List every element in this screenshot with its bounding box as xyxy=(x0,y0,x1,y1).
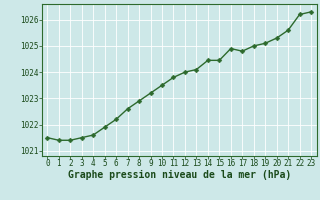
X-axis label: Graphe pression niveau de la mer (hPa): Graphe pression niveau de la mer (hPa) xyxy=(68,170,291,180)
